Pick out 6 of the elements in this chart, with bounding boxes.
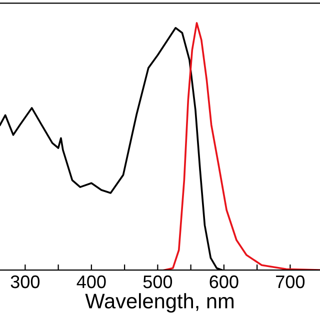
x-tick-label: 300	[10, 275, 40, 288]
x-tick-label: 600	[210, 275, 238, 288]
x-tick-label: 400	[76, 275, 106, 288]
x-axis-title: Wavelength, nm	[85, 293, 234, 313]
x-tick-label: 500	[143, 275, 172, 288]
x-tick-label: 700	[276, 275, 305, 288]
